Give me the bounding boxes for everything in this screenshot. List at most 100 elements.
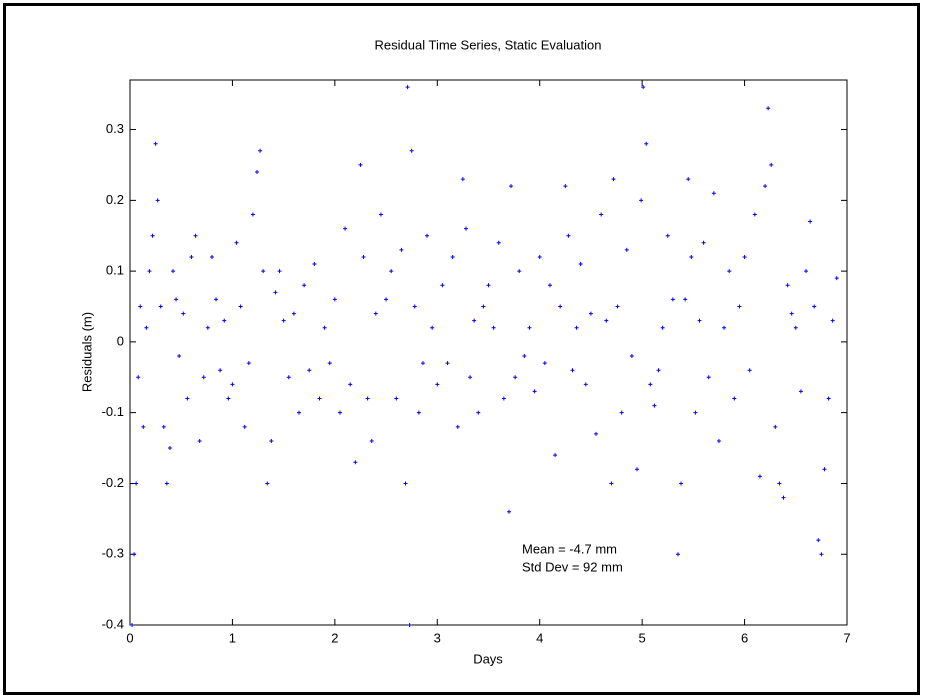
y-tick-label: 0.1 — [106, 263, 124, 278]
point — [693, 410, 698, 415]
point — [506, 509, 511, 514]
point — [769, 162, 774, 167]
point — [403, 481, 408, 486]
point — [302, 283, 307, 288]
point — [553, 453, 558, 458]
x-tick-label: 2 — [331, 630, 338, 645]
point — [189, 254, 194, 259]
point — [158, 304, 163, 309]
point — [201, 375, 206, 380]
point — [317, 396, 322, 401]
point — [583, 382, 588, 387]
point — [255, 170, 260, 175]
y-tick-label: -0.2 — [102, 475, 124, 490]
point — [261, 269, 266, 274]
point — [773, 424, 778, 429]
y-tick-label: 0.3 — [106, 121, 124, 136]
point — [652, 403, 657, 408]
point — [250, 212, 255, 217]
point — [537, 254, 542, 259]
point — [656, 368, 661, 373]
point — [588, 311, 593, 316]
point — [181, 311, 186, 316]
y-tick-label: 0.2 — [106, 192, 124, 207]
point — [706, 375, 711, 380]
point — [527, 325, 532, 330]
point — [348, 382, 353, 387]
point — [214, 297, 219, 302]
point — [566, 233, 571, 238]
point — [450, 254, 455, 259]
point — [822, 467, 827, 472]
point — [463, 226, 468, 231]
point — [358, 162, 363, 167]
point — [513, 375, 518, 380]
point — [648, 382, 653, 387]
point — [812, 304, 817, 309]
point — [234, 240, 239, 245]
point — [742, 254, 747, 259]
point — [460, 177, 465, 182]
point — [686, 177, 691, 182]
point — [641, 85, 646, 90]
point — [830, 318, 835, 323]
point — [409, 148, 414, 153]
point — [777, 481, 782, 486]
x-tick-label: 7 — [843, 630, 850, 645]
point — [675, 552, 680, 557]
point — [312, 262, 317, 267]
point — [563, 184, 568, 189]
point — [164, 481, 169, 486]
point — [369, 438, 374, 443]
point — [307, 368, 312, 373]
point — [153, 141, 158, 146]
point — [147, 269, 152, 274]
point — [291, 311, 296, 316]
point — [218, 368, 223, 373]
point — [171, 269, 176, 274]
point — [629, 354, 634, 359]
point — [226, 396, 231, 401]
point — [273, 290, 278, 295]
point — [517, 269, 522, 274]
x-tick-label: 1 — [229, 630, 236, 645]
point — [134, 481, 139, 486]
point — [430, 325, 435, 330]
point — [808, 219, 813, 224]
point — [230, 382, 235, 387]
point — [816, 538, 821, 543]
point — [834, 276, 839, 281]
annotation: Std Dev = 92 mm — [522, 559, 623, 574]
point — [574, 325, 579, 330]
point — [130, 623, 135, 627]
point — [205, 325, 210, 330]
point — [373, 311, 378, 316]
point — [197, 438, 202, 443]
point — [389, 269, 394, 274]
point — [281, 318, 286, 323]
point — [322, 325, 327, 330]
point — [150, 233, 155, 238]
point — [665, 233, 670, 238]
point — [615, 304, 620, 309]
point — [732, 396, 737, 401]
point — [737, 304, 742, 309]
point — [599, 212, 604, 217]
point — [722, 325, 727, 330]
y-tick-label: -0.4 — [102, 616, 124, 631]
point — [611, 177, 616, 182]
point — [405, 85, 410, 90]
point — [670, 297, 675, 302]
point — [222, 318, 227, 323]
point — [509, 184, 514, 189]
point — [594, 431, 599, 436]
point — [701, 240, 706, 245]
y-tick-label: 0 — [117, 333, 124, 348]
point — [455, 424, 460, 429]
point — [365, 396, 370, 401]
point — [727, 269, 732, 274]
point — [174, 297, 179, 302]
point — [384, 297, 389, 302]
point — [491, 325, 496, 330]
point — [711, 191, 716, 196]
